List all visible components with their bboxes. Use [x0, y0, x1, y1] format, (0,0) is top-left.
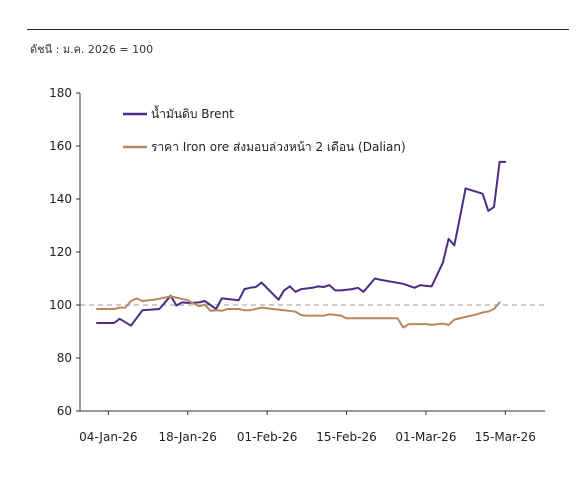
y-tick-label: 80: [57, 351, 72, 365]
y-tick-label: 60: [57, 404, 72, 418]
x-tick-label: 01-Mar-26: [395, 430, 456, 444]
axis-layer: 60 80 100 120 140 160 180 04-Jan-26 18-Jan-26 01-…: [49, 86, 545, 444]
x-tick-label: 15-Mar-26: [475, 430, 536, 444]
legend-label-2: ราคา Iron ore ส่งมอบล่วงหน้า 2 เดือน (Da…: [151, 140, 406, 154]
legend: น้ำมันดิบ Brent ราคา Iron ore ส่งมอบล่วงห…: [123, 105, 406, 154]
x-tick-label: 18-Jan-26: [159, 430, 217, 444]
y-tick-label: 100: [49, 298, 72, 312]
x-tick-label: 01-Feb-26: [237, 430, 297, 444]
x-tick-label: 04-Jan-26: [79, 430, 137, 444]
top-rule: [27, 29, 569, 30]
y-tick-label: 140: [49, 192, 72, 206]
series-layer: [96, 160, 507, 329]
legend-label-1: น้ำมันดิบ Brent: [151, 105, 234, 121]
y-tick-label: 120: [49, 245, 72, 259]
chart-subtitle: ดัชนี : ม.ค. 2026 = 100: [30, 43, 154, 56]
x-tick-label: 15-Feb-26: [316, 430, 376, 444]
y-tick-label: 180: [49, 86, 72, 100]
y-tick-label: 160: [49, 139, 72, 153]
series-line-2: [96, 295, 501, 329]
series-line-1: [96, 160, 507, 327]
